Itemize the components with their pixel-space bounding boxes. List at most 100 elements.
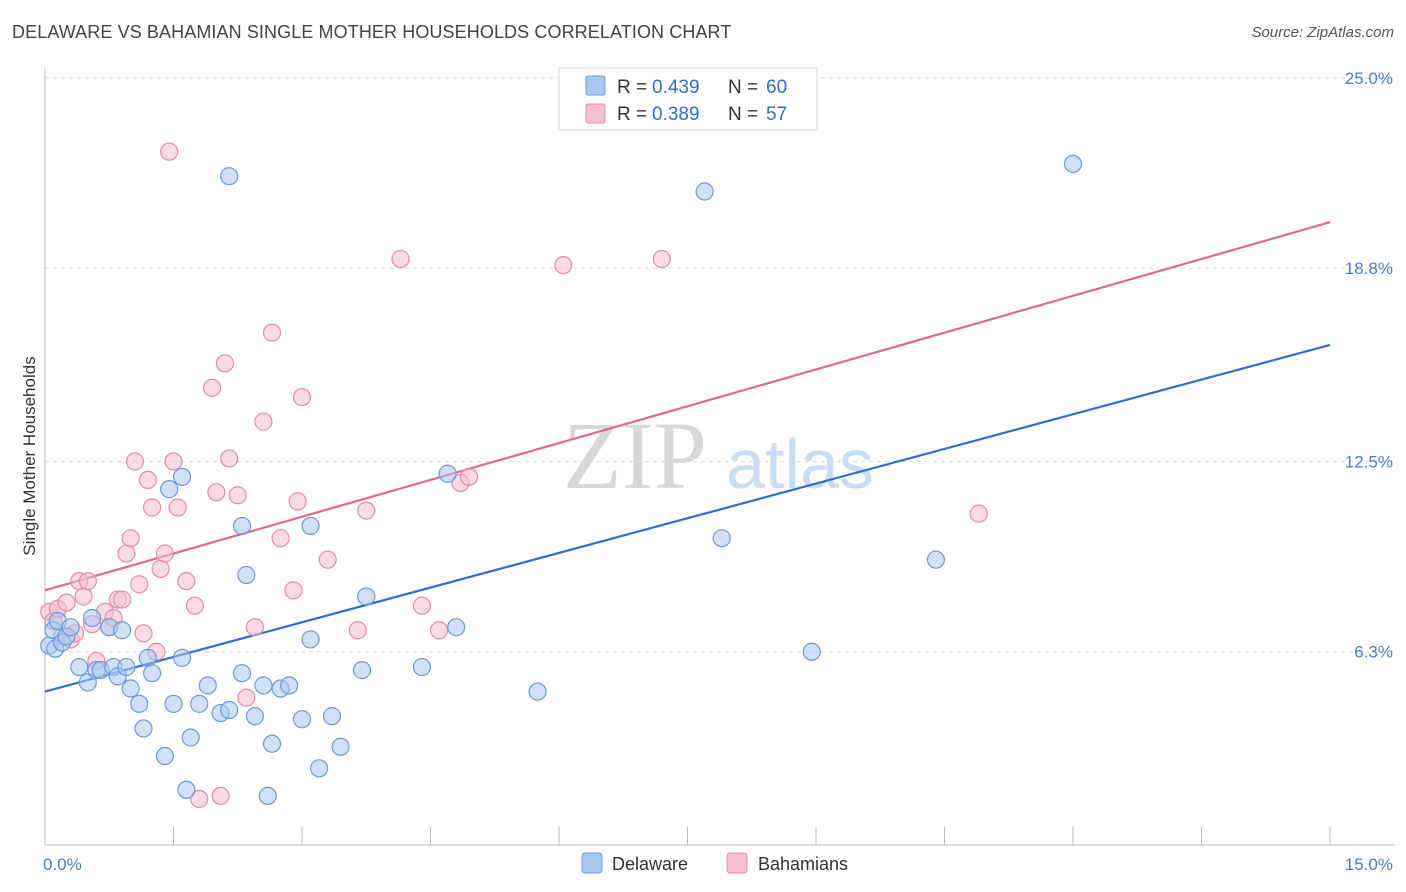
- delaware-point-32: [220, 700, 239, 720]
- bahamian-point-51: [412, 596, 432, 615]
- delaware-point-26: [172, 648, 192, 667]
- bahamian-point-38: [228, 486, 247, 505]
- bahamian-point-47: [318, 550, 337, 569]
- bahamian-trend-line: [44, 221, 1331, 592]
- bahamian-point-31: [185, 596, 205, 615]
- y-tick-label-0: 6.3%: [1354, 643, 1393, 662]
- delaware-point-51: [412, 657, 432, 677]
- delaware-point-50: [357, 587, 376, 606]
- delaware-point-42: [280, 676, 299, 695]
- delaware-point-46: [310, 759, 329, 778]
- bahamian-point-57: [969, 504, 988, 523]
- delaware-point-28: [181, 728, 200, 747]
- bahamian-point-36: [215, 354, 234, 373]
- stats-box: R = 0.439 N = 60 R = 0.389 N = 57: [558, 67, 818, 131]
- delaware-point-18: [130, 694, 149, 713]
- bahamian-point-21: [134, 624, 153, 643]
- delaware-point-49: [352, 661, 372, 680]
- legend-swatch-delaware: [581, 852, 603, 874]
- bahamian-point-4: [57, 593, 76, 612]
- bahamian-point-20: [130, 575, 149, 594]
- stats-r-value-delaware: 0.439: [652, 77, 700, 98]
- stats-n-value-delaware: 60: [766, 77, 787, 98]
- bahamian-point-50: [391, 249, 410, 269]
- bahamian-point-45: [288, 492, 307, 511]
- delaware-point-30: [198, 676, 217, 695]
- watermark: ZIP atlas: [563, 402, 874, 509]
- delaware-point-34: [232, 664, 252, 683]
- delaware-point-36: [237, 565, 256, 585]
- stats-swatch-delaware: [585, 75, 606, 96]
- delaware-point-27: [177, 780, 196, 799]
- delaware-point-6: [61, 618, 80, 637]
- legend: Delaware Bahamians: [581, 852, 848, 874]
- bahamian-point-41: [254, 412, 273, 431]
- delaware-point-21: [142, 664, 162, 683]
- bahamian-point-17: [117, 544, 136, 563]
- chart-title: DELAWARE VS BAHAMIAN SINGLE MOTHER HOUSE…: [12, 22, 732, 42]
- data-points: [40, 142, 1083, 809]
- bahamian-point-55: [554, 256, 573, 275]
- bahamian-point-23: [142, 498, 162, 517]
- delaware-point-59: [1063, 154, 1083, 174]
- bahamian-point-32: [190, 789, 209, 809]
- bahamian-point-19: [125, 452, 145, 471]
- delaware-point-8: [78, 673, 97, 692]
- grid-lines: [45, 77, 1395, 653]
- y-tick-label-1: 12.5%: [1345, 453, 1393, 472]
- bahamian-point-26: [155, 544, 175, 563]
- stats-n-label-bahamians: N =: [728, 104, 758, 125]
- bahamian-point-40: [245, 618, 264, 637]
- delaware-point-53: [447, 618, 466, 637]
- bahamian-point-35: [211, 786, 230, 806]
- bahamian-point-48: [348, 621, 367, 640]
- delaware-point-19: [134, 719, 153, 738]
- y-tick-label-3: 25.0%: [1345, 69, 1393, 88]
- delaware-point-56: [712, 529, 731, 548]
- stats-n-value-bahamians: 57: [766, 104, 787, 125]
- delaware-point-55: [695, 182, 714, 201]
- delaware-point-17: [121, 679, 140, 698]
- delaware-point-57: [802, 642, 821, 661]
- bahamian-point-42: [262, 323, 282, 342]
- bahamian-point-29: [168, 498, 187, 517]
- bahamian-point-16: [112, 590, 132, 609]
- delaware-point-22: [155, 746, 175, 766]
- watermark-atlas: atlas: [726, 425, 874, 503]
- axes: [44, 68, 1395, 846]
- delaware-point-35: [232, 516, 252, 536]
- stats-r-label-bahamians: R =: [617, 104, 647, 125]
- delaware-point-20: [138, 648, 157, 667]
- delaware-point-58: [926, 550, 946, 569]
- stats-r-label-delaware: R =: [617, 77, 647, 98]
- bahamian-point-52: [429, 621, 449, 640]
- delaware-point-38: [254, 676, 273, 695]
- legend-label-bahamians: Bahamians: [758, 854, 848, 874]
- delaware-point-29: [190, 694, 209, 713]
- delaware-point-7: [70, 657, 89, 677]
- bahamian-point-43: [271, 529, 290, 548]
- delaware-point-16: [117, 657, 136, 677]
- delaware-point-40: [262, 734, 282, 753]
- bahamian-point-39: [237, 688, 256, 707]
- bahamian-point-27: [160, 142, 179, 161]
- bahamian-point-37: [220, 449, 239, 468]
- bahamian-point-8: [74, 587, 93, 606]
- watermark-zip: ZIP: [563, 402, 707, 509]
- bahamian-point-25: [151, 559, 170, 578]
- bahamian-point-54: [459, 467, 479, 486]
- delaware-point-44: [301, 630, 320, 649]
- bahamian-point-18: [121, 529, 140, 548]
- delaware-point-45: [301, 516, 320, 536]
- delaware-point-52: [438, 464, 457, 483]
- bahamian-point-9: [78, 572, 97, 591]
- delaware-point-15: [112, 621, 132, 640]
- delaware-point-24: [164, 694, 183, 713]
- delaware-point-48: [331, 737, 350, 756]
- x-tick-label-0: 0.0%: [43, 855, 82, 874]
- bahamian-point-56: [652, 249, 671, 269]
- delaware-point-33: [220, 167, 239, 186]
- bahamian-point-49: [357, 501, 376, 520]
- legend-swatch-bahamians: [726, 852, 748, 874]
